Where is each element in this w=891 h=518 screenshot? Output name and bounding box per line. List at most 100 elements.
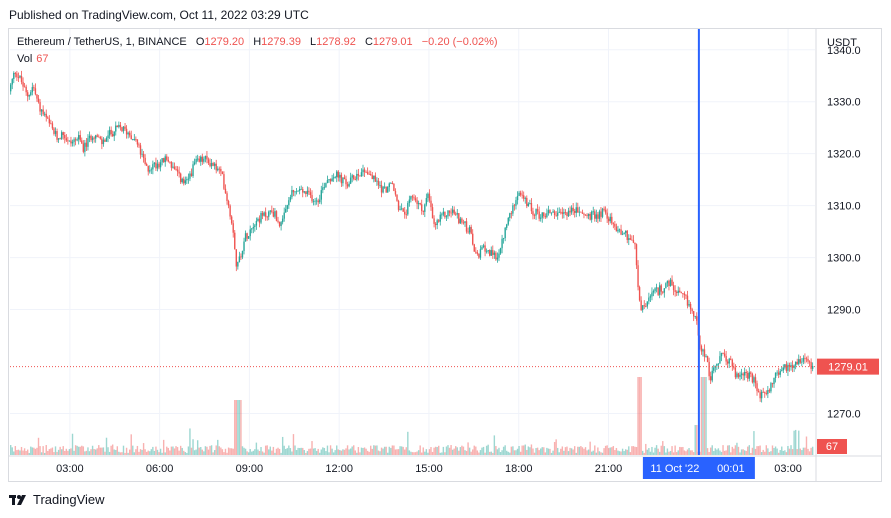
volume-bar xyxy=(529,447,531,455)
volume-bar xyxy=(237,400,239,455)
candle-body xyxy=(722,352,724,354)
candle-body xyxy=(541,212,543,218)
candle-body xyxy=(662,291,664,293)
volume-bar xyxy=(652,452,655,455)
candle-body xyxy=(688,304,690,306)
volume-bar xyxy=(113,449,115,455)
volume-bar xyxy=(700,377,703,455)
volume-bar xyxy=(781,446,783,455)
candle-body xyxy=(657,287,659,295)
candle-body xyxy=(370,174,372,176)
candle-body xyxy=(433,218,435,224)
volume-bar xyxy=(402,446,404,455)
volume-bar xyxy=(314,448,316,455)
volume-bar xyxy=(771,445,774,455)
volume-bar xyxy=(260,447,262,455)
volume-bar xyxy=(404,449,406,455)
candle-body xyxy=(295,191,298,193)
volume-bar xyxy=(798,430,800,455)
candle-body xyxy=(178,171,180,174)
volume-bar xyxy=(198,447,200,455)
volume-bar xyxy=(671,446,673,455)
candle-body xyxy=(334,177,336,178)
volume-bar xyxy=(742,449,744,455)
candle-body xyxy=(595,214,598,219)
volume-bar xyxy=(94,449,97,455)
candle-body xyxy=(363,169,366,173)
candle-body xyxy=(346,184,349,187)
footer[interactable]: TradingView xyxy=(9,492,105,507)
volume-bar xyxy=(81,445,83,455)
chart-frame[interactable] xyxy=(8,28,882,482)
candle-body xyxy=(388,183,390,188)
candle-body xyxy=(407,203,409,215)
volume-bar xyxy=(272,446,275,455)
volume-bar xyxy=(461,445,463,455)
candle-body xyxy=(298,188,301,191)
volume-bar xyxy=(34,448,37,455)
candle-body xyxy=(144,157,146,165)
candle-body xyxy=(640,300,642,311)
candle-body xyxy=(402,208,404,212)
candle-body xyxy=(147,165,149,172)
volume-bar xyxy=(152,446,154,455)
candle-body xyxy=(138,144,140,146)
candle-body xyxy=(754,377,757,384)
candle-body xyxy=(161,158,163,163)
volume-bar xyxy=(243,447,245,455)
volume-bar xyxy=(229,448,231,455)
volume-bar xyxy=(305,452,307,455)
x-tick-label: 06:00 xyxy=(146,463,174,475)
volume-bar xyxy=(11,447,13,455)
volume-bar xyxy=(306,451,309,455)
volume-bar xyxy=(263,452,265,455)
candle-body xyxy=(629,238,632,240)
candle-body xyxy=(289,197,292,201)
volume-bar xyxy=(397,449,400,455)
candle-body xyxy=(762,391,764,393)
volume-bar xyxy=(607,448,610,455)
volume-bar xyxy=(422,447,424,455)
candle-body xyxy=(110,129,112,135)
x-tick-label: 09:00 xyxy=(236,463,264,475)
candle-body xyxy=(232,223,234,233)
candle-body xyxy=(643,305,645,307)
candle-body xyxy=(607,218,610,222)
candle-body xyxy=(73,139,75,142)
candle-body xyxy=(81,140,83,144)
candle-body xyxy=(400,208,403,210)
candle-body xyxy=(153,162,156,165)
candle-body xyxy=(271,210,273,212)
volume-bar xyxy=(264,445,267,455)
grid xyxy=(10,29,815,455)
candle-body xyxy=(552,211,554,213)
volume-bar xyxy=(456,447,458,455)
volume-bar xyxy=(445,446,448,455)
candle-body xyxy=(464,221,466,223)
volume-bar xyxy=(255,442,258,455)
candle-body xyxy=(121,127,123,132)
volume-bar xyxy=(430,447,432,455)
volume-bar xyxy=(572,449,574,455)
volume-bar xyxy=(777,452,780,455)
volume-bar xyxy=(705,377,707,455)
volume-bar xyxy=(719,450,721,455)
volume-bar xyxy=(785,452,788,455)
candle-body xyxy=(119,124,122,128)
volume-bar xyxy=(767,448,769,455)
volume-bar xyxy=(573,446,576,455)
volume-bar xyxy=(308,448,310,455)
candle-body xyxy=(309,192,312,196)
volume-bar xyxy=(606,445,608,455)
volume-bar xyxy=(669,451,672,455)
volume-bar xyxy=(411,452,414,455)
crosshair-date-tag xyxy=(642,457,755,479)
volume-bar xyxy=(615,448,618,455)
candle-body xyxy=(564,212,567,213)
candle-body xyxy=(13,73,15,79)
volume-bar xyxy=(441,452,443,455)
candle-body xyxy=(60,132,63,139)
candle-body xyxy=(170,162,173,168)
volume-bar xyxy=(438,445,440,455)
